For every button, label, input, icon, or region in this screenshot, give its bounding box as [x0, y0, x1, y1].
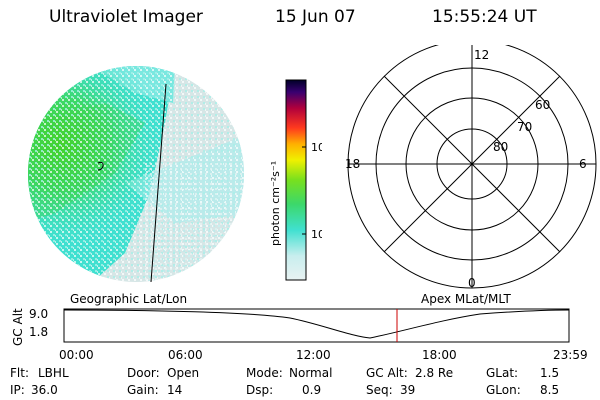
glon-label: GLon: [486, 383, 521, 397]
mlt-label-12: 12 [474, 48, 489, 62]
lat-label-60: 60 [535, 98, 550, 112]
ip-value: 36.0 [31, 383, 58, 397]
lat-label-80: 80 [493, 140, 508, 154]
glat-label: GLat: [486, 366, 519, 380]
door-label: Door: [127, 366, 160, 380]
colorbar-scale [285, 79, 307, 281]
dsp-value: 0.9 [302, 383, 322, 397]
mlt-label-6: 6 [579, 157, 587, 171]
time-tick-1800: 18:00 [422, 348, 457, 362]
lat-label-70: 70 [517, 120, 532, 134]
seq-label: Seq: [366, 383, 393, 397]
colorbar-axis-label: photon cm⁻²s⁻¹ [269, 161, 282, 246]
terminator-line [150, 83, 167, 283]
gcalt-value: 2.8 Re [415, 366, 454, 380]
glon-value: 8.5 [540, 383, 560, 397]
door-value: Open [167, 366, 200, 380]
image-time: 15:55:24 UT [432, 7, 537, 27]
filter-label: Flt: [10, 366, 29, 380]
mlt-label-18: 18 [345, 157, 360, 171]
colorbar-tick-100: 100 [311, 141, 322, 154]
filter-value: LBHL [38, 366, 69, 380]
time-tick-0000: 00:00 [59, 348, 94, 362]
mlt-label-0: 0 [468, 276, 476, 290]
time-tick-2359: 23:59 [553, 348, 588, 362]
earth-disk-image [28, 66, 244, 283]
polar-grid-plot: 12 18 6 0 60 70 80 [345, 45, 597, 290]
y-tick-top: 9.0 [29, 307, 48, 321]
mode-label: Mode: [246, 366, 283, 380]
orbit-altitude-curve [63, 309, 570, 339]
time-tick-0600: 06:00 [168, 348, 203, 362]
time-tick-1200: 12:00 [296, 348, 331, 362]
mode-value: Normal [289, 366, 333, 380]
ip-label: IP: [10, 383, 25, 397]
gain-value: 14 [167, 383, 183, 397]
image-date: 15 Jun 07 [275, 7, 356, 27]
y-axis-label: GC Alt [11, 308, 25, 346]
app-title: Ultraviolet Imager [49, 7, 203, 27]
colorbar-tick-10: 10 [311, 228, 322, 241]
coastline-outline [97, 161, 104, 171]
apex-label: Apex MLat/MLT [421, 292, 511, 306]
orbit-plot-frame [63, 308, 570, 343]
y-tick-bottom: 1.8 [29, 325, 48, 339]
orbit-altitude-panel: GC Alt 9.0 1.8 [11, 307, 570, 346]
gain-label: Gain: [127, 383, 159, 397]
colorbar: 100 10 photon cm⁻²s⁻¹ [269, 79, 322, 281]
seq-value: 39 [400, 383, 416, 397]
glat-value: 1.5 [540, 366, 560, 380]
gcalt-label: GC Alt: [366, 366, 408, 380]
dsp-label: Dsp: [246, 383, 274, 397]
geographic-label: Geographic Lat/Lon [70, 292, 188, 306]
